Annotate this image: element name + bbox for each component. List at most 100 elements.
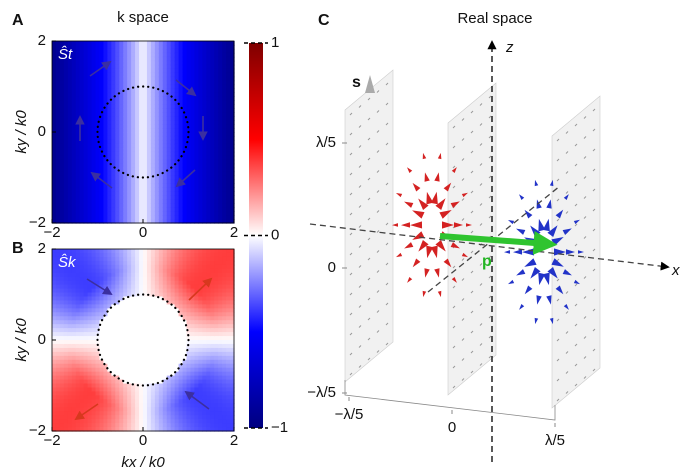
heat-cell [107,285,112,290]
heat-cell [187,368,192,373]
heat-cell [84,168,89,173]
heat-cell [88,152,93,157]
heat-cell [187,81,192,86]
heat-cell [187,211,192,216]
heat-cell [171,289,176,294]
heat-cell [111,407,116,412]
heat-cell [139,49,144,54]
heat-cell [143,328,148,333]
heat-cell [143,289,148,294]
heat-cell [226,164,231,169]
heat-cell [210,415,215,420]
heat-cell [60,96,65,101]
heat-cell [119,360,124,365]
heat-cell [56,104,61,109]
heat-cell [103,191,108,196]
heat-cell [183,215,188,220]
heat-cell [171,340,176,345]
heat-cell [131,187,136,192]
heat-cell [135,257,140,262]
heat-cell [183,296,188,301]
heat-cell [139,300,144,305]
heat-cell [115,49,120,54]
heat-cell [175,207,180,212]
heat-cell [103,324,108,329]
heat-cell [131,312,136,317]
heat-cell [198,376,203,381]
heat-cell [206,108,211,113]
panel-title: k space [117,9,169,26]
heat-cell [206,112,211,117]
heat-cell [171,384,176,389]
heat-cell [52,92,57,97]
heat-cell [147,183,152,188]
heat-cell [52,69,57,74]
heat-cell [198,265,203,270]
heat-cell [127,203,132,208]
heat-cell [194,348,199,353]
heat-cell [84,273,89,278]
heat-cell [218,45,223,50]
heat-cell [155,376,160,381]
heat-cell [222,211,227,216]
heat-cell [167,352,172,357]
heat-cell [218,324,223,329]
heat-cell [222,120,227,125]
heat-cell [151,344,156,349]
heat-cell [76,395,81,400]
heat-cell [206,352,211,357]
heat-cell [80,195,85,200]
heat-cell [210,344,215,349]
heat-cell [187,69,192,74]
heat-cell [171,344,176,349]
heat-cell [107,423,112,428]
heat-cell [222,376,227,381]
heat-cell [147,281,152,286]
heat-cell [135,53,140,58]
heat-cell [99,136,104,141]
heat-cell [76,207,81,212]
heat-cell [171,395,176,400]
heat-cell [143,199,148,204]
heat-cell [115,148,120,153]
heat-cell [76,81,81,86]
heat-cell [107,249,112,254]
heat-cell [115,164,120,169]
heat-cell [68,148,73,153]
heat-cell [151,316,156,321]
heat-cell [214,144,219,149]
heat-cell [68,277,73,282]
heat-cell [72,69,77,74]
heat-cell [111,156,116,161]
heat-cell [123,100,128,105]
heat-cell [214,49,219,54]
heat-cell [147,148,152,153]
heat-cell [131,285,136,290]
dipole-label: p [482,253,492,270]
heat-cell [52,215,57,220]
heat-cell [226,356,231,361]
heat-cell [96,407,101,412]
heat-cell [214,45,219,50]
heat-cell [88,120,93,125]
heat-cell [187,49,192,54]
heat-cell [163,156,168,161]
heat-cell [222,415,227,420]
heat-cell [103,387,108,392]
heat-cell [88,183,93,188]
heat-cell [143,195,148,200]
heat-cell [163,399,168,404]
heat-cell [218,191,223,196]
heat-cell [187,73,192,78]
heat-cell [175,253,180,258]
heat-cell [179,352,184,357]
heat-cell [123,368,128,373]
heat-cell [183,407,188,412]
heat-cell [222,187,227,192]
heat-cell [56,120,61,125]
heat-cell [131,45,136,50]
heat-cell [163,100,168,105]
heat-cell [103,376,108,381]
heat-cell [92,168,97,173]
heat-cell [194,411,199,416]
